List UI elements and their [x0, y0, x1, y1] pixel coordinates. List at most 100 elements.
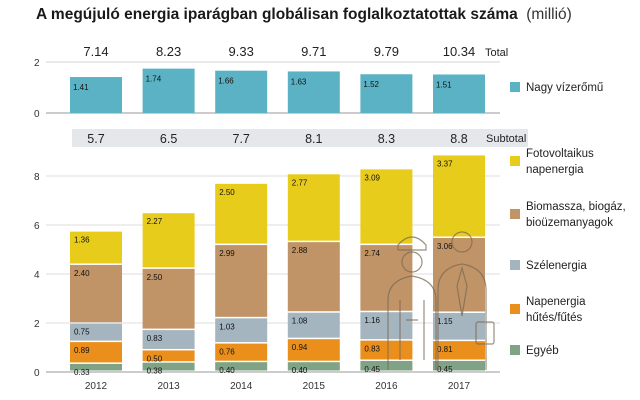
segment-label: 2.99 — [219, 249, 235, 258]
hydro-bar — [360, 74, 413, 113]
segment-label: 1.03 — [219, 322, 235, 331]
segment-label: 2.50 — [147, 273, 163, 282]
stacked-segment — [287, 174, 340, 241]
total-label: 10.34 — [443, 44, 476, 59]
hydro-bar — [215, 70, 268, 113]
x-tick-label: 2017 — [448, 381, 471, 392]
total-label: 9.33 — [229, 44, 254, 59]
subtotal-label: 8.1 — [305, 132, 322, 146]
worker-detail-icon — [399, 300, 425, 360]
segment-label: 2.27 — [147, 217, 163, 226]
bottom-y-tick: 2 — [34, 319, 40, 330]
stacked-segment — [142, 268, 195, 329]
segment-label: 1.36 — [74, 236, 90, 245]
segment-label: 3.06 — [437, 242, 453, 251]
briefcase-icon — [475, 321, 495, 345]
subtotal-label: 5.7 — [87, 132, 104, 146]
stacked-segment — [433, 360, 485, 371]
stacked-segment — [70, 231, 122, 264]
subtotal-label: 8.8 — [450, 132, 467, 146]
legend-swatch — [510, 345, 520, 355]
stacked-segment — [70, 323, 122, 341]
worker-head-icon — [401, 251, 423, 273]
segment-label: 0.81 — [437, 345, 453, 354]
stacked-segment — [142, 350, 195, 362]
stacked-segment — [360, 169, 413, 244]
segment-label: 0.76 — [219, 348, 235, 357]
stacked-segment — [215, 343, 268, 361]
legend-label: hűtés/fűtés — [526, 312, 583, 324]
total-caption: Total — [485, 47, 508, 59]
worker-body-icon — [387, 275, 437, 370]
worker2-body-icon — [437, 263, 487, 370]
worker-illustration — [387, 231, 495, 370]
segment-label: 2.88 — [292, 246, 308, 255]
hydro-bar-label: 1.51 — [436, 80, 452, 89]
total-label: 7.14 — [83, 44, 108, 59]
x-tick-label: 2015 — [303, 381, 326, 392]
segment-label: 3.09 — [364, 173, 380, 182]
worker2-head-icon — [451, 231, 473, 253]
segment-label: 1.16 — [364, 316, 380, 325]
stacked-segment — [215, 318, 268, 343]
legend-label: Fotovoltaikus — [526, 148, 594, 160]
segment-label: 2.50 — [219, 188, 235, 197]
segment-label: 0.40 — [219, 366, 235, 375]
segment-label: 1.15 — [437, 317, 453, 326]
hydro-bar — [70, 77, 122, 113]
stacked-segment — [433, 341, 485, 360]
legend-swatch — [510, 82, 520, 92]
stacked-segment — [70, 363, 122, 371]
segment-label: 0.38 — [147, 367, 163, 376]
legend-swatch — [510, 260, 520, 270]
segment-label: 2.77 — [292, 178, 308, 187]
hydro-bar — [142, 68, 195, 113]
chart-title-block: A megújuló energia iparágban globálisan … — [36, 6, 572, 24]
legend-label: Szélenergia — [526, 260, 587, 272]
stacked-segment — [142, 330, 195, 349]
stacked-segment — [142, 213, 195, 268]
hydro-bar-label: 1.52 — [363, 80, 379, 89]
stacked-segment — [215, 183, 268, 244]
segment-label: 0.33 — [74, 368, 90, 377]
legend-label: Egyéb — [526, 345, 559, 357]
hydro-bar — [433, 74, 485, 113]
x-tick-label: 2012 — [85, 381, 108, 392]
segment-label: 0.45 — [364, 365, 380, 374]
stacked-segment — [287, 362, 340, 371]
segment-label: 2.40 — [74, 269, 90, 278]
segment-label: 0.40 — [292, 366, 308, 375]
segment-label: 0.94 — [292, 343, 308, 352]
top-y-tick: 2 — [34, 58, 40, 69]
legend-label: Biomassza, biogáz, — [526, 201, 626, 213]
segment-label: 0.50 — [147, 354, 163, 363]
worker2-tie-icon — [456, 265, 468, 317]
total-label: 9.79 — [374, 44, 399, 59]
legend-label: napenergia — [526, 164, 584, 176]
legend-label: Nagy vízerőmű — [526, 82, 603, 94]
subtotal-label: 6.5 — [160, 132, 177, 146]
subtotal-strip — [72, 129, 528, 147]
segment-label: 0.89 — [74, 346, 90, 355]
segment-label: 3.37 — [437, 159, 453, 168]
hydro-bar-label: 1.66 — [218, 77, 234, 86]
legend-swatch — [510, 304, 520, 314]
subtotal-caption: Subtotal — [486, 133, 526, 145]
worker-helmet-icon — [397, 236, 427, 251]
bottom-y-tick: 8 — [34, 172, 40, 183]
stacked-segment — [433, 155, 485, 237]
hydro-bar-label: 1.63 — [291, 77, 307, 86]
stacked-segment — [215, 245, 268, 317]
segment-label: 2.74 — [364, 249, 380, 258]
segment-label: 0.45 — [437, 365, 453, 374]
bottom-y-tick: 4 — [34, 270, 40, 281]
stacked-segment — [70, 342, 122, 363]
stacked-segment — [70, 264, 122, 323]
hydro-bar-label: 1.41 — [73, 83, 89, 92]
stacked-bars: 0.33 0.89 0.75 2.40 1.36 0.38 0.50 0.83 2.50 2.27… — [70, 155, 485, 377]
legend-label: bioüzemanyagok — [526, 217, 613, 229]
segment-label: 0.75 — [74, 328, 90, 337]
x-tick-label: 2016 — [375, 381, 398, 392]
